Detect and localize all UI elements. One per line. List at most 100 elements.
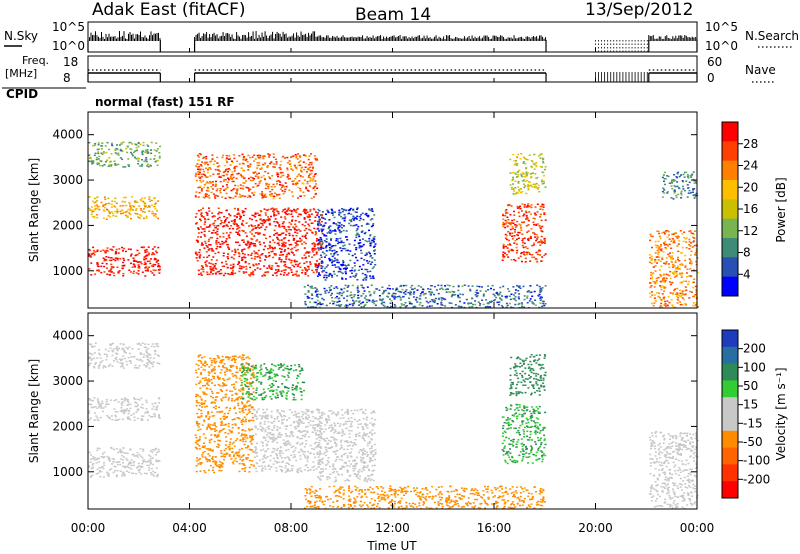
velocity-cell — [234, 388, 237, 390]
power-cell — [227, 247, 230, 249]
power-cell — [121, 158, 124, 161]
power-cell — [649, 233, 652, 236]
power-cell — [521, 180, 524, 182]
power-cell — [534, 214, 537, 216]
power-cell — [525, 214, 528, 217]
power-cell — [535, 251, 538, 254]
power-cell — [298, 221, 301, 223]
power-cell — [219, 272, 222, 275]
power-cell — [91, 209, 94, 212]
power-cell — [371, 218, 374, 220]
power-cell — [656, 244, 659, 247]
power-cell — [321, 217, 323, 219]
velocity-cell — [140, 455, 143, 458]
power-cell — [258, 164, 261, 167]
power-cell — [340, 215, 343, 218]
power-cell — [353, 262, 356, 264]
power-cell — [92, 246, 95, 249]
velocity-cell — [123, 412, 126, 415]
velocity-cell — [153, 449, 156, 451]
velocity-cell — [105, 399, 108, 401]
velocity-cell — [121, 358, 124, 361]
power-cell — [656, 230, 659, 232]
power-cell — [240, 267, 243, 270]
power-cell — [665, 257, 668, 259]
power-cell — [127, 165, 130, 167]
power-cell — [542, 241, 545, 244]
power-cell — [288, 160, 291, 162]
power-cell — [373, 245, 376, 247]
power-cell — [248, 246, 251, 248]
power-cell — [648, 261, 651, 263]
power-cell — [523, 157, 526, 160]
power-cell — [544, 285, 547, 287]
power-cell — [653, 302, 656, 304]
power-cell — [536, 238, 539, 240]
power-cell — [221, 185, 224, 188]
power-cell — [317, 264, 320, 266]
velocity-cell — [148, 360, 151, 362]
power-cell — [284, 237, 287, 239]
power-cell — [235, 193, 238, 195]
power-cell — [242, 272, 245, 274]
power-cell — [330, 231, 333, 233]
power-cell — [338, 293, 341, 295]
power-cell — [340, 230, 343, 233]
velocity-cell — [150, 467, 153, 470]
power-cell — [207, 190, 210, 192]
velocity-cell — [92, 365, 95, 368]
power-cell — [320, 256, 323, 258]
power-cell — [140, 263, 143, 265]
power-cell — [336, 292, 339, 294]
power-cell — [293, 261, 296, 263]
velocity-cell — [231, 398, 234, 400]
power-cell — [329, 225, 332, 227]
power-cell — [486, 305, 489, 308]
power-cell — [434, 297, 437, 300]
power-cell — [541, 179, 543, 181]
power-cell — [119, 149, 122, 152]
power-cell — [668, 255, 671, 258]
power-cell — [227, 246, 230, 248]
power-cell — [264, 187, 267, 190]
power-cell — [352, 296, 355, 298]
power-cell — [293, 227, 296, 229]
power-cell — [362, 287, 365, 289]
power-cell — [295, 209, 298, 211]
power-cell — [358, 290, 361, 293]
velocity-cell — [125, 457, 128, 460]
power-cell — [383, 301, 386, 304]
power-cell — [366, 260, 368, 262]
power-cell — [519, 205, 521, 207]
power-cell — [196, 154, 199, 157]
power-cell — [133, 265, 136, 267]
power-cell — [204, 240, 207, 243]
power-cell — [502, 225, 505, 228]
power-cell — [541, 225, 544, 228]
power-cell — [143, 259, 146, 261]
power-cell — [138, 252, 141, 254]
power-cell — [211, 216, 214, 218]
power-cell — [208, 254, 211, 257]
power-cell — [200, 188, 203, 190]
power-cell — [253, 245, 256, 247]
power-cell — [343, 287, 346, 290]
power-cell — [100, 201, 103, 204]
power-cell — [254, 232, 257, 234]
power-cell — [275, 208, 278, 210]
power-cell — [280, 160, 283, 163]
power-cell — [97, 152, 100, 155]
power-cell — [315, 260, 318, 262]
power-cell — [347, 285, 350, 287]
power-cell — [306, 168, 309, 171]
power-cell — [209, 175, 212, 177]
power-cell — [515, 191, 518, 194]
power-cell — [497, 294, 500, 297]
velocity-cell — [231, 443, 234, 445]
power-cell — [205, 245, 208, 247]
power-cell — [287, 173, 290, 176]
velocity-cell — [237, 356, 240, 359]
power-cell — [671, 252, 674, 254]
power-cell — [297, 228, 300, 231]
power-cell — [200, 165, 203, 167]
